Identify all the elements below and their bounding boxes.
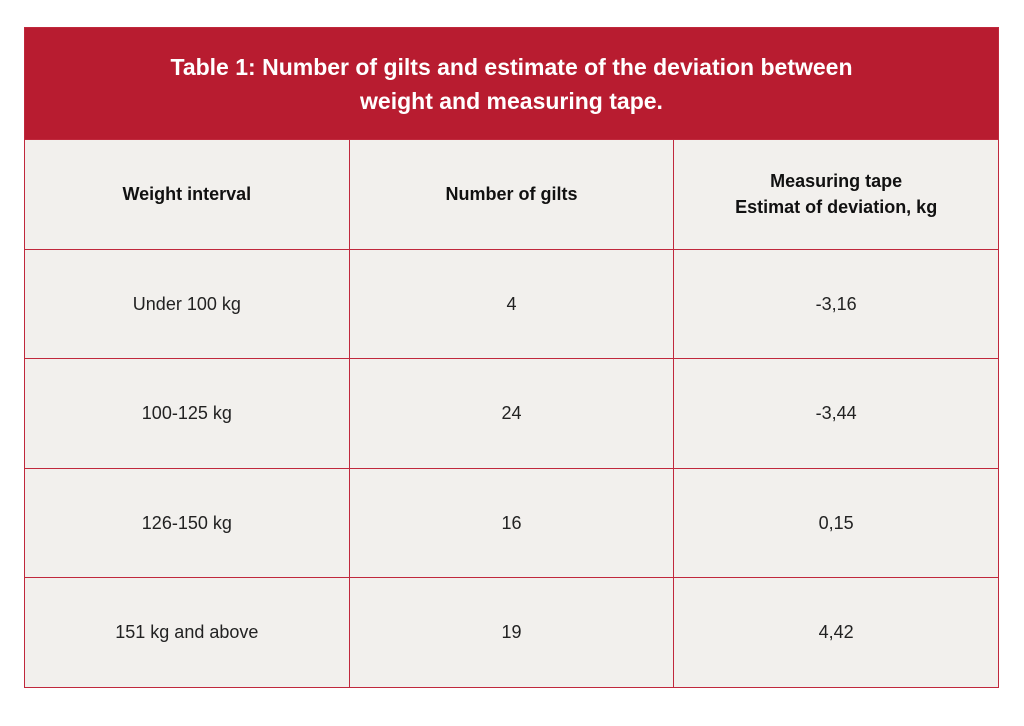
table-row: 100-125 kg 24 -3,44 [25, 358, 998, 468]
cell-number-of-gilts: 4 [348, 249, 674, 358]
header-deviation: Measuring tape Estimat of deviation, kg [673, 140, 998, 249]
cell-weight-interval: 126-150 kg [141, 512, 232, 533]
table-header-row: Weight interval Number of gilts Measurin… [25, 139, 998, 249]
cell-number-of-gilts: 24 [348, 359, 674, 468]
table-row: Under 100 kg 4 -3,16 [25, 248, 998, 358]
header-number-of-gilts: Number of gilts [348, 140, 674, 249]
cell-deviation: -3,16 [673, 249, 998, 358]
header-weight-interval: Weight interval [122, 184, 252, 205]
cell-deviation: -3,44 [673, 359, 998, 468]
table-row: 126-150 kg 16 0,15 [25, 467, 998, 577]
cell-deviation: 0,15 [673, 468, 998, 577]
table-row: 151 kg and above 19 4,42 [25, 577, 998, 687]
cell-deviation: 4,42 [673, 578, 998, 687]
cell-number-of-gilts: 16 [348, 468, 674, 577]
table-title: Table 1: Number of gilts and estimate of… [25, 28, 998, 139]
cell-number-of-gilts: 19 [348, 578, 674, 687]
cell-weight-interval: Under 100 kg [132, 293, 241, 314]
cell-weight-interval: 151 kg and above [115, 622, 259, 643]
cell-weight-interval: 100-125 kg [141, 403, 232, 424]
data-table: Table 1: Number of gilts and estimate of… [24, 27, 999, 688]
